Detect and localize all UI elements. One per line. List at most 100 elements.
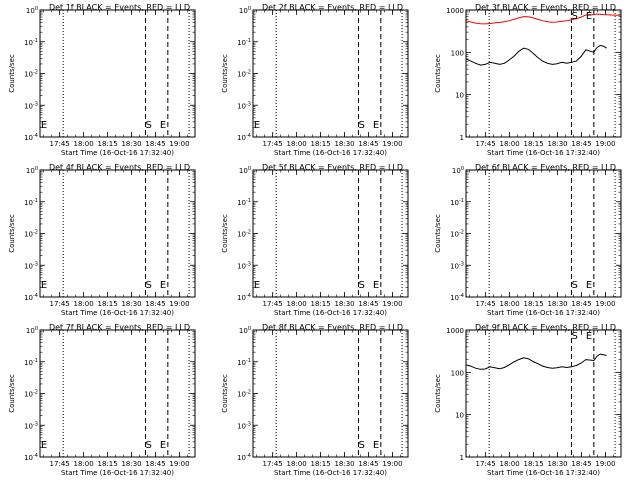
x-tick-label: 18:00 xyxy=(74,460,94,468)
x-axis-label: Start Time (16-Oct-16 17:32:40) xyxy=(274,469,387,477)
x-tick-label: 18:15 xyxy=(523,140,543,148)
y-tick-label: 10-3 xyxy=(237,261,251,270)
chart-title: Det 1f BLACK = Events, RED = LLD xyxy=(49,3,190,12)
x-tick-label: 18:30 xyxy=(547,140,567,148)
end-marker: E xyxy=(586,280,592,291)
end-marker: E xyxy=(586,331,592,342)
x-tick-label: 19:00 xyxy=(169,140,189,148)
x-tick-label: 19:00 xyxy=(595,300,615,308)
y-tick-label: 100 xyxy=(452,166,464,175)
x-tick-label: 18:00 xyxy=(500,300,520,308)
chart-panel-8: Det 8f BLACK = Events, RED = LLD 10-4 10-3… xyxy=(221,323,409,477)
y-tick-label: 10-4 xyxy=(24,133,38,142)
y-tick-label: 10-1 xyxy=(24,38,38,47)
y-tick-label: 10-2 xyxy=(24,230,38,239)
start-edge-marker: E xyxy=(41,440,47,451)
x-axis-label: Start Time (16-Oct-16 17:32:40) xyxy=(274,149,387,157)
x-tick-label: 18:00 xyxy=(74,300,94,308)
y-tick-label: 10 xyxy=(455,412,464,420)
x-axis-label: Start Time (16-Oct-16 17:32:40) xyxy=(61,149,174,157)
start-marker: S xyxy=(571,280,577,291)
y-tick-label: 100 xyxy=(451,49,464,57)
y-tick-label: 10-1 xyxy=(237,198,251,207)
start-edge-marker: E xyxy=(254,120,260,131)
x-tick-label: 18:30 xyxy=(334,460,354,468)
x-tick-label: 18:45 xyxy=(358,460,378,468)
x-tick-label: 17:45 xyxy=(476,460,496,468)
x-axis-label: Start Time (16-Oct-16 17:32:40) xyxy=(61,309,174,317)
y-tick-label: 100 xyxy=(239,326,251,335)
end-marker: E xyxy=(160,280,166,291)
y-tick-label: 10-1 xyxy=(450,198,464,207)
x-tick-label: 18:15 xyxy=(523,460,543,468)
x-axis-label: Start Time (16-Oct-16 17:32:40) xyxy=(274,309,387,317)
chart-panel-9: Det 9f BLACK = Events, RED = LLD 1 10 100 10… xyxy=(434,323,622,477)
x-axis-label: Start Time (16-Oct-16 17:32:40) xyxy=(487,469,600,477)
y-tick-label: 100 xyxy=(451,369,464,377)
x-tick-label: 18:15 xyxy=(97,140,117,148)
y-tick-label: 10-2 xyxy=(24,390,38,399)
end-marker: E xyxy=(160,440,166,451)
plot-frame xyxy=(465,9,622,138)
chart-panel-1: Det 1f BLACK = Events, RED = LLD 10-4 10-3… xyxy=(8,3,196,157)
x-tick-label: 18:00 xyxy=(500,460,520,468)
x-tick-label: 19:00 xyxy=(169,300,189,308)
y-tick-label: 10-3 xyxy=(237,421,251,430)
start-marker: S xyxy=(358,440,364,451)
x-tick-label: 18:15 xyxy=(310,140,330,148)
start-marker: S xyxy=(571,11,577,22)
chart-title: Det 8f BLACK = Events, RED = LLD xyxy=(262,323,403,332)
start-marker: S xyxy=(145,280,151,291)
x-tick-label: 18:30 xyxy=(121,460,141,468)
y-axis-label: Counts/sec xyxy=(221,54,229,93)
x-tick-label: 18:45 xyxy=(145,140,165,148)
y-tick-label: 10-4 xyxy=(237,133,251,142)
start-edge-marker: E xyxy=(254,280,260,291)
x-tick-label: 18:00 xyxy=(287,300,307,308)
y-axis-label: Counts/sec xyxy=(221,374,229,413)
y-axis-label: Counts/sec xyxy=(221,214,229,253)
chart-title: Det 9f BLACK = Events, RED = LLD xyxy=(475,323,616,332)
chart-title: Det 5f BLACK = Events, RED = LLD xyxy=(262,163,403,172)
plot-frame xyxy=(465,329,622,458)
chart-title: Det 3f BLACK = Events, RED = LLD xyxy=(475,3,616,12)
x-tick-label: 18:30 xyxy=(121,140,141,148)
y-tick-label: 1 xyxy=(460,134,464,142)
x-tick-label: 18:30 xyxy=(547,460,567,468)
y-tick-label: 100 xyxy=(26,326,38,335)
end-marker: E xyxy=(160,120,166,131)
y-tick-label: 10-4 xyxy=(450,293,464,302)
y-axis-label: Counts/sec xyxy=(8,374,16,413)
y-tick-label: 1 xyxy=(460,454,464,462)
x-tick-label: 18:30 xyxy=(547,300,567,308)
end-marker: E xyxy=(373,440,379,451)
x-tick-label: 18:45 xyxy=(358,140,378,148)
x-tick-label: 18:45 xyxy=(145,300,165,308)
x-tick-label: 19:00 xyxy=(382,460,402,468)
x-tick-label: 18:00 xyxy=(74,140,94,148)
x-tick-label: 18:15 xyxy=(310,300,330,308)
y-tick-label: 10-2 xyxy=(237,70,251,79)
y-tick-label: 10-2 xyxy=(237,230,251,239)
y-tick-label: 10-1 xyxy=(237,38,251,47)
x-tick-label: 18:45 xyxy=(145,460,165,468)
y-axis-label: Counts/sec xyxy=(8,214,16,253)
x-axis-label: Start Time (16-Oct-16 17:32:40) xyxy=(61,469,174,477)
lld-series-line xyxy=(465,13,622,25)
events-series-line xyxy=(465,353,607,370)
x-tick-label: 19:00 xyxy=(595,140,615,148)
x-tick-label: 18:45 xyxy=(571,140,591,148)
x-tick-label: 18:00 xyxy=(287,140,307,148)
chart-panel-4: Det 4f BLACK = Events, RED = LLD 10-4 10-3… xyxy=(8,163,196,317)
end-marker: E xyxy=(373,280,379,291)
y-tick-label: 1000 xyxy=(446,327,464,335)
x-tick-label: 17:45 xyxy=(50,300,70,308)
x-tick-label: 18:15 xyxy=(310,460,330,468)
y-tick-label: 10-3 xyxy=(24,101,38,110)
y-axis-label: Counts/sec xyxy=(434,54,442,93)
y-tick-label: 10 xyxy=(455,92,464,100)
x-tick-label: 17:45 xyxy=(50,460,70,468)
x-tick-label: 18:45 xyxy=(571,460,591,468)
end-marker: E xyxy=(373,120,379,131)
